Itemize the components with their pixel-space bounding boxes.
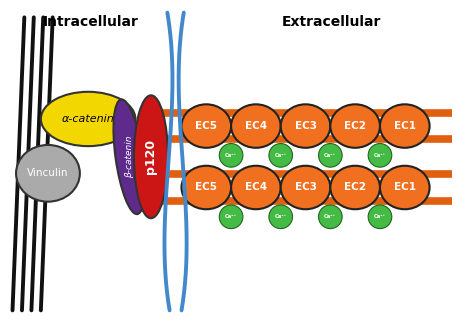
Circle shape bbox=[319, 205, 342, 229]
Ellipse shape bbox=[231, 166, 281, 209]
Text: EC5: EC5 bbox=[195, 121, 217, 131]
Ellipse shape bbox=[182, 104, 231, 148]
Circle shape bbox=[269, 205, 292, 229]
Circle shape bbox=[219, 143, 243, 167]
Text: Ca²⁺: Ca²⁺ bbox=[324, 214, 337, 219]
Text: EC2: EC2 bbox=[344, 121, 366, 131]
Ellipse shape bbox=[330, 166, 380, 209]
Ellipse shape bbox=[41, 92, 136, 146]
Ellipse shape bbox=[134, 95, 168, 218]
Text: Intracellular: Intracellular bbox=[43, 15, 138, 29]
Ellipse shape bbox=[380, 166, 429, 209]
Ellipse shape bbox=[113, 99, 145, 214]
Circle shape bbox=[368, 205, 392, 229]
Text: β-catenin: β-catenin bbox=[125, 136, 134, 178]
Text: EC4: EC4 bbox=[245, 182, 267, 193]
Ellipse shape bbox=[231, 104, 281, 148]
Text: EC4: EC4 bbox=[245, 121, 267, 131]
Text: EC1: EC1 bbox=[394, 182, 416, 193]
Text: p120: p120 bbox=[145, 139, 157, 174]
Circle shape bbox=[219, 205, 243, 229]
Text: Ca²⁺: Ca²⁺ bbox=[324, 153, 337, 158]
Ellipse shape bbox=[330, 104, 380, 148]
Ellipse shape bbox=[281, 104, 330, 148]
Circle shape bbox=[368, 143, 392, 167]
Text: Extracellular: Extracellular bbox=[282, 15, 381, 29]
Text: Ca²⁺: Ca²⁺ bbox=[274, 214, 287, 219]
Ellipse shape bbox=[380, 104, 429, 148]
Text: EC3: EC3 bbox=[294, 121, 317, 131]
Text: α-catenin: α-catenin bbox=[62, 114, 115, 124]
Text: Ca²⁺: Ca²⁺ bbox=[374, 153, 386, 158]
Text: EC1: EC1 bbox=[394, 121, 416, 131]
Text: Ca²⁺: Ca²⁺ bbox=[274, 153, 287, 158]
Text: EC5: EC5 bbox=[195, 182, 217, 193]
Text: Ca²⁺: Ca²⁺ bbox=[225, 214, 237, 219]
Text: Ca²⁺: Ca²⁺ bbox=[225, 153, 237, 158]
Circle shape bbox=[269, 143, 292, 167]
Text: EC2: EC2 bbox=[344, 182, 366, 193]
Ellipse shape bbox=[16, 145, 80, 202]
Ellipse shape bbox=[281, 166, 330, 209]
Text: Vinculin: Vinculin bbox=[27, 168, 69, 178]
Circle shape bbox=[319, 143, 342, 167]
Text: Ca²⁺: Ca²⁺ bbox=[374, 214, 386, 219]
Text: EC3: EC3 bbox=[294, 182, 317, 193]
Ellipse shape bbox=[182, 166, 231, 209]
